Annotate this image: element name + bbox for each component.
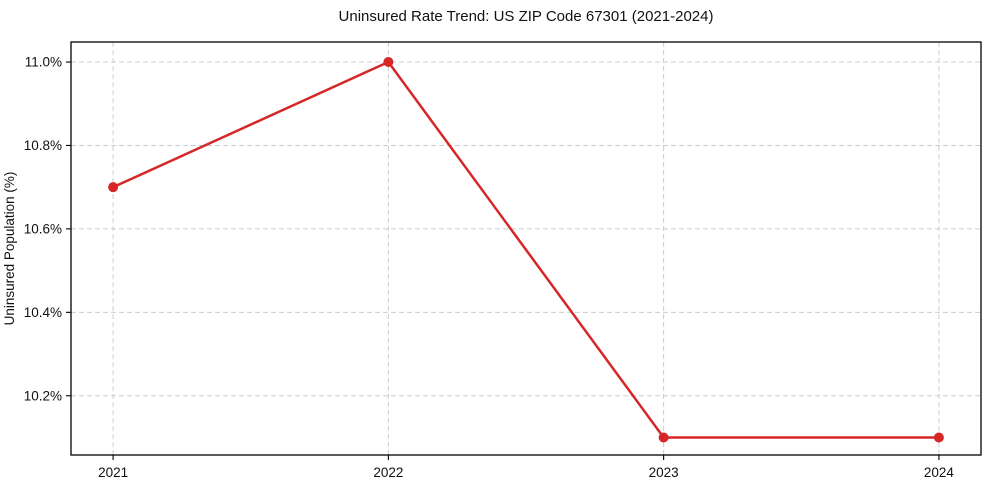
axes-layer: 10.2% 10.4% 10.6% 10.8% 11.0% 2021 2022 2023 202… xyxy=(24,41,982,480)
y-axis-label: Uninsured Population (%) xyxy=(2,172,17,326)
chart-title: Uninsured Rate Trend: US ZIP Code 67301 … xyxy=(339,8,714,25)
data-point-2024 xyxy=(933,432,944,443)
series-layer xyxy=(108,57,944,443)
x-tick-label: 2023 xyxy=(649,465,679,480)
x-tick-label: 2021 xyxy=(98,465,128,480)
plot-border xyxy=(70,41,982,456)
y-tick-label: 11.0% xyxy=(25,55,62,70)
data-point-2021 xyxy=(108,182,119,193)
y-tick-label: 10.8% xyxy=(24,138,62,153)
x-tick-label: 2024 xyxy=(924,465,955,480)
y-tick-label: 10.4% xyxy=(24,305,62,320)
x-tick-label: 2022 xyxy=(373,465,403,480)
data-point-2023 xyxy=(658,432,669,443)
data-point-2022 xyxy=(383,57,394,68)
y-tick-label: 10.2% xyxy=(24,388,62,403)
grid-layer xyxy=(71,42,981,455)
trend-line xyxy=(111,60,941,439)
y-tick-label: 10.6% xyxy=(24,221,62,236)
